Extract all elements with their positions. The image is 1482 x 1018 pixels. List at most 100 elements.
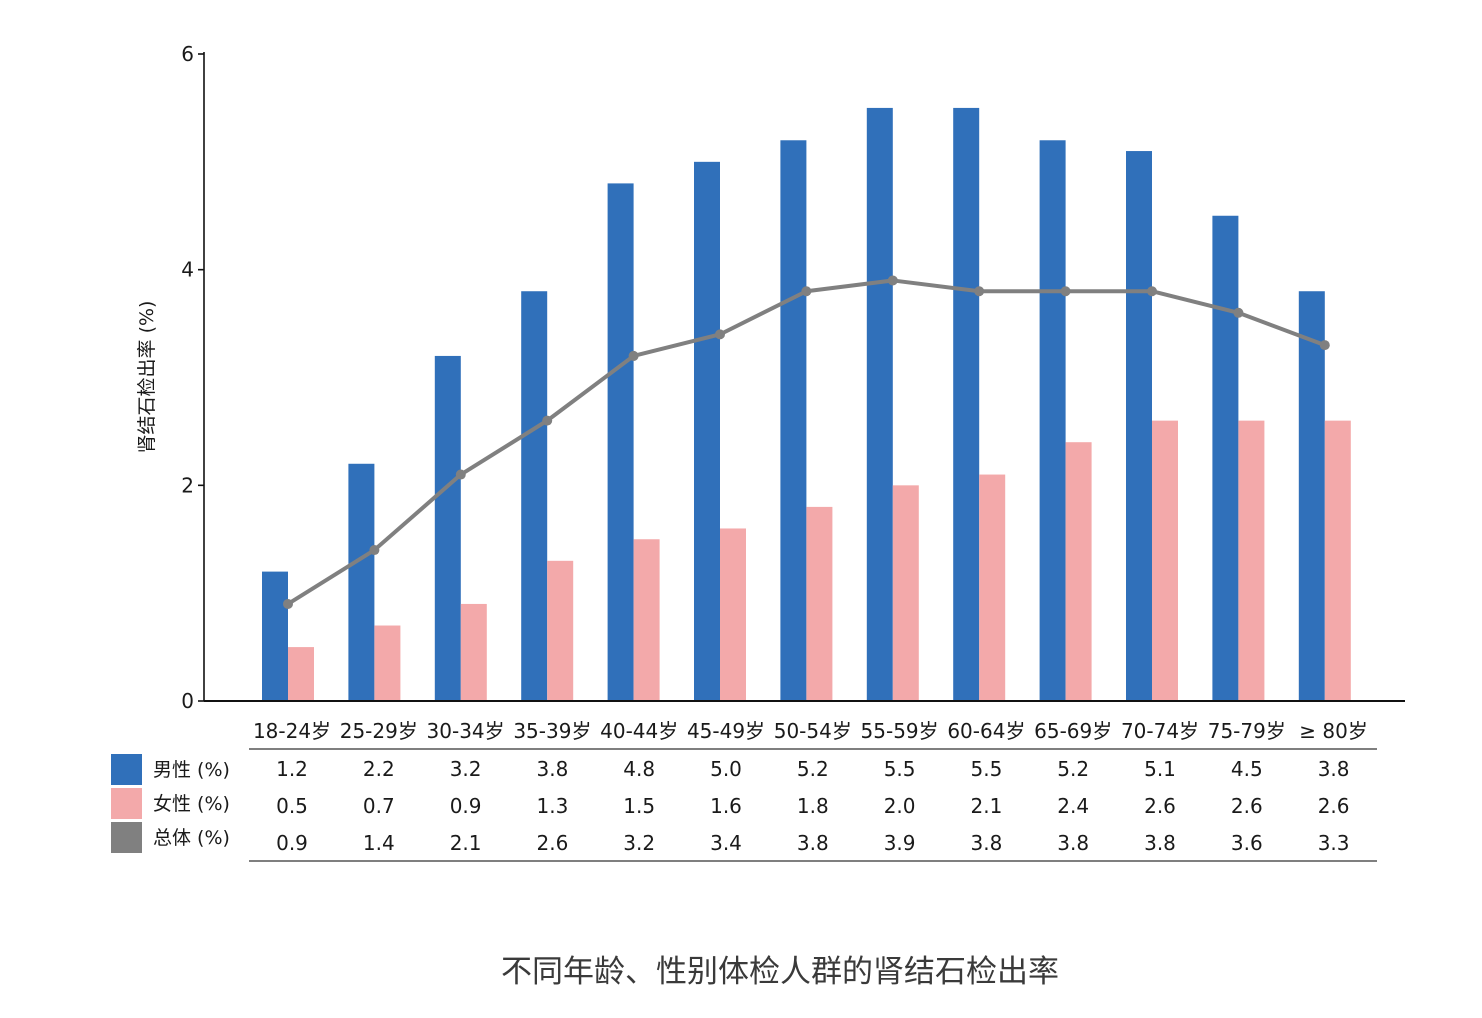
- category-label: 35-39岁: [513, 719, 591, 743]
- male-bar: [607, 183, 634, 701]
- female-bar: [1324, 420, 1351, 701]
- table-cell-total: 2.6: [536, 831, 568, 855]
- total-point: [974, 286, 985, 297]
- total-point: [455, 469, 466, 480]
- table-cell-total: 3.2: [623, 831, 655, 855]
- male-bar: [1212, 215, 1239, 701]
- y-axis-label: 肾结石检出率 (%): [136, 301, 158, 454]
- table-cell-female: 1.3: [536, 794, 568, 818]
- category-label: 45-49岁: [687, 719, 765, 743]
- table-cell-total: 2.1: [450, 831, 482, 855]
- data-table: 18-24岁 25-29岁 30-34岁 35-39岁 40-44岁 45-49岁 50-5…: [111, 719, 1377, 862]
- table-cell-male: 5.0: [710, 757, 742, 781]
- total-point: [1147, 286, 1157, 297]
- total-point: [283, 598, 293, 609]
- male-bar: [262, 571, 288, 701]
- total-point: [1319, 340, 1330, 351]
- table-cell-male: 5.5: [884, 757, 916, 781]
- bars: [262, 107, 1351, 702]
- male-bar: [521, 291, 548, 701]
- total-point: [542, 415, 553, 426]
- y-tick-label: 4: [181, 258, 194, 282]
- table-cell-female: 2.6: [1231, 794, 1263, 818]
- male-bar: [780, 140, 807, 701]
- total-point: [369, 545, 380, 556]
- table-cell-male: 1.2: [276, 757, 308, 781]
- female-bar: [806, 506, 833, 701]
- male-bar: [1298, 291, 1325, 701]
- legend-swatch-total: [111, 822, 142, 853]
- female-bar: [547, 560, 574, 701]
- y-tick-label: 6: [181, 42, 194, 66]
- legend-label-total: 总体 (%): [153, 827, 230, 849]
- table-cell-male: 5.5: [970, 757, 1002, 781]
- category-label: 25-29岁: [340, 719, 418, 743]
- table-cell-female: 2.4: [1057, 794, 1089, 818]
- female-bar: [1238, 420, 1265, 701]
- table-cell-female: 2.6: [1144, 794, 1176, 818]
- legend-swatch-female: [111, 788, 142, 819]
- female-bar: [979, 474, 1006, 701]
- female-bar: [288, 647, 314, 701]
- table-cell-total: 3.9: [884, 831, 916, 855]
- male-bar: [953, 107, 980, 701]
- total-point: [1060, 286, 1071, 297]
- legend-label-male: 男性 (%): [153, 759, 230, 781]
- female-bar: [633, 539, 660, 701]
- table-cell-total: 3.3: [1318, 831, 1350, 855]
- table-cell-female: 2.6: [1318, 794, 1350, 818]
- y-tick-label: 2: [181, 473, 194, 497]
- table-cell-female: 0.9: [450, 794, 482, 818]
- category-label: 75-79岁: [1208, 719, 1286, 743]
- table-cell-male: 5.1: [1144, 757, 1176, 781]
- category-label: 30-34岁: [427, 719, 505, 743]
- category-label: 55-59岁: [861, 719, 939, 743]
- female-bar: [374, 625, 401, 701]
- table-cell-female: 2.1: [970, 794, 1002, 818]
- total-point: [628, 350, 639, 361]
- table-cell-total: 3.8: [1144, 831, 1176, 855]
- total-point: [1233, 307, 1244, 318]
- category-label: 60-64岁: [947, 719, 1025, 743]
- table-cell-male: 3.2: [450, 757, 482, 781]
- category-label: 50-54岁: [774, 719, 852, 743]
- table-cell-total: 3.8: [1057, 831, 1089, 855]
- table-cell-male: 4.5: [1231, 757, 1263, 781]
- table-cell-total: 0.9: [276, 831, 308, 855]
- category-label: 18-24岁: [253, 719, 331, 743]
- category-label: 70-74岁: [1121, 719, 1199, 743]
- male-bar: [1039, 140, 1066, 701]
- female-bar: [892, 485, 919, 701]
- table-cell-male: 4.8: [623, 757, 655, 781]
- total-point: [801, 286, 812, 297]
- female-bar: [460, 603, 487, 701]
- table-cell-male: 3.8: [1318, 757, 1350, 781]
- female-bar: [720, 528, 746, 701]
- table-cell-female: 0.5: [276, 794, 308, 818]
- category-label: 40-44岁: [600, 719, 678, 743]
- table-cell-female: 1.8: [797, 794, 829, 818]
- y-tick-label: 0: [181, 689, 194, 713]
- male-bar: [866, 107, 893, 701]
- total-line-layer: [283, 275, 1330, 609]
- table-cell-male: 3.8: [536, 757, 568, 781]
- table-cell-total: 1.4: [363, 831, 395, 855]
- legend-swatch-male: [111, 754, 142, 785]
- male-bar: [694, 161, 720, 702]
- table-cell-male: 5.2: [797, 757, 829, 781]
- table-cell-total: 3.4: [710, 831, 742, 855]
- table-cell-female: 1.5: [623, 794, 655, 818]
- table-cell-male: 5.2: [1057, 757, 1089, 781]
- legend-label-female: 女性 (%): [153, 793, 230, 815]
- table-cell-total: 3.6: [1231, 831, 1263, 855]
- total-point: [887, 275, 898, 286]
- table-cell-total: 3.8: [970, 831, 1002, 855]
- male-bar: [1126, 151, 1152, 702]
- table-cell-total: 3.8: [797, 831, 829, 855]
- female-bar: [1152, 420, 1178, 701]
- male-bar: [348, 463, 375, 701]
- y-axis: 0 2 4 6: [181, 42, 205, 713]
- table-cell-female: 2.0: [884, 794, 916, 818]
- category-label: 65-69岁: [1034, 719, 1112, 743]
- male-bar: [434, 355, 461, 701]
